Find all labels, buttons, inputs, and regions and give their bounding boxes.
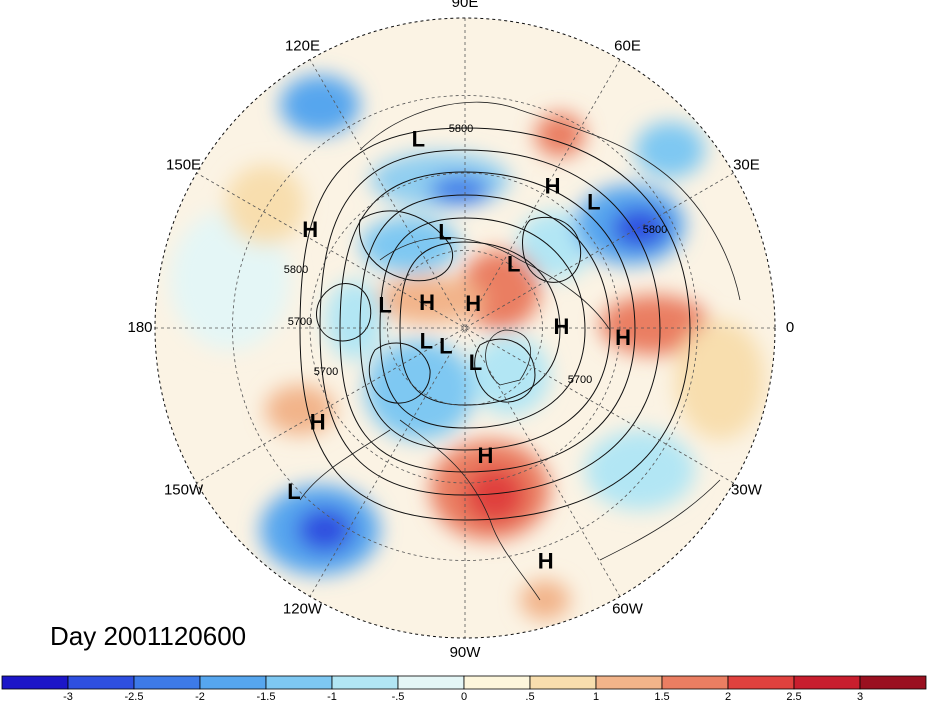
colorbar-tick-label: -2.5 bbox=[125, 691, 144, 702]
low-pressure-marker: L bbox=[378, 292, 391, 317]
contour-value-label: 5800 bbox=[284, 264, 308, 276]
longitude-label: 30W bbox=[731, 481, 763, 498]
coastlines bbox=[299, 101, 741, 601]
longitude-label: 120W bbox=[283, 600, 323, 617]
colorbar-tick-label: -1.5 bbox=[257, 691, 276, 702]
colorbar-tick-label: .5 bbox=[525, 691, 534, 702]
low-pressure-marker: L bbox=[507, 251, 520, 276]
contour-labels: 5800 5800 5800 5700 5700 5700 bbox=[284, 123, 667, 386]
colorbar-tick-label: -.5 bbox=[392, 691, 405, 702]
low-pressure-marker: L bbox=[438, 219, 451, 244]
longitude-label: 150W bbox=[164, 481, 204, 498]
colorbar-tick-label: -3 bbox=[63, 691, 73, 702]
longitude-label: 180 bbox=[127, 319, 152, 336]
high-pressure-marker: H bbox=[545, 174, 561, 199]
longitude-label: 90W bbox=[450, 644, 482, 661]
colorbar-segment bbox=[793, 675, 861, 690]
contour-value-label: 5800 bbox=[449, 123, 473, 135]
low-pressure-marker: L bbox=[587, 189, 600, 214]
colorbar-segment bbox=[463, 675, 531, 690]
colorbar-segment bbox=[859, 675, 927, 690]
high-pressure-marker: H bbox=[302, 217, 318, 242]
colorbar: -3 -2.5 -2 -1.5 -1 -.5 0 .5 1 1.5 2 2.5 3 bbox=[1, 675, 927, 702]
colorbar-segment bbox=[199, 675, 267, 690]
colorbar-segment bbox=[529, 675, 597, 690]
contour-value-label: 5700 bbox=[568, 374, 592, 386]
colorbar-tick-label: 0 bbox=[461, 691, 467, 702]
colorbar-tick-label: 2 bbox=[725, 691, 731, 702]
contour-value-label: 5800 bbox=[643, 224, 667, 236]
longitude-label: 0 bbox=[786, 319, 794, 336]
colorbar-tick-label: 1.5 bbox=[654, 691, 669, 702]
high-pressure-marker: H bbox=[538, 548, 554, 573]
colorbar-segment bbox=[661, 675, 729, 690]
colorbar-segment bbox=[595, 675, 663, 690]
high-pressure-marker: H bbox=[310, 409, 326, 434]
longitude-label: 120E bbox=[285, 38, 320, 55]
contour-value-label: 5700 bbox=[288, 316, 312, 328]
longitude-label: 90E bbox=[452, 0, 479, 11]
low-pressure-marker: L bbox=[439, 334, 452, 359]
low-pressure-marker: L bbox=[287, 479, 300, 504]
colorbar-segment bbox=[727, 675, 795, 690]
high-pressure-marker: H bbox=[419, 290, 435, 315]
high-pressure-marker: H bbox=[465, 291, 481, 316]
longitude-label: 60W bbox=[612, 600, 644, 617]
colorbar-segment bbox=[331, 675, 399, 690]
map-boundary bbox=[154, 17, 776, 639]
longitude-label: 60E bbox=[614, 38, 641, 55]
low-pressure-marker: L bbox=[469, 350, 482, 375]
low-pressure-marker: L bbox=[412, 127, 425, 152]
colorbar-tick-label: 3 bbox=[857, 691, 863, 702]
colorbar-segment bbox=[67, 675, 135, 690]
colorbar-segment bbox=[1, 675, 69, 690]
polar-map bbox=[155, 18, 775, 638]
high-pressure-marker: H bbox=[478, 443, 494, 468]
colorbar-segment bbox=[397, 675, 465, 690]
longitude-label: 150E bbox=[166, 156, 201, 173]
colorbar-tick-label: -2 bbox=[195, 691, 205, 702]
high-pressure-marker: H bbox=[615, 325, 631, 350]
colorbar-tick-label: -1 bbox=[327, 691, 337, 702]
day-title: Day 2001120600 bbox=[50, 621, 246, 651]
longitude-label: 30E bbox=[733, 156, 760, 173]
colorbar-tick-label: 1 bbox=[593, 691, 599, 702]
longitude-labels: 90E 60E 30E 0 30W 60W 90W 120W 150W 180 150E 120E bbox=[127, 0, 794, 661]
high-pressure-marker: H bbox=[553, 314, 569, 339]
graticule bbox=[155, 18, 775, 638]
contour-value-label: 5700 bbox=[314, 366, 338, 378]
low-pressure-marker: L bbox=[420, 329, 433, 354]
colorbar-segment bbox=[133, 675, 201, 690]
colorbar-tick-label: 2.5 bbox=[786, 691, 801, 702]
colorbar-segment bbox=[265, 675, 333, 690]
